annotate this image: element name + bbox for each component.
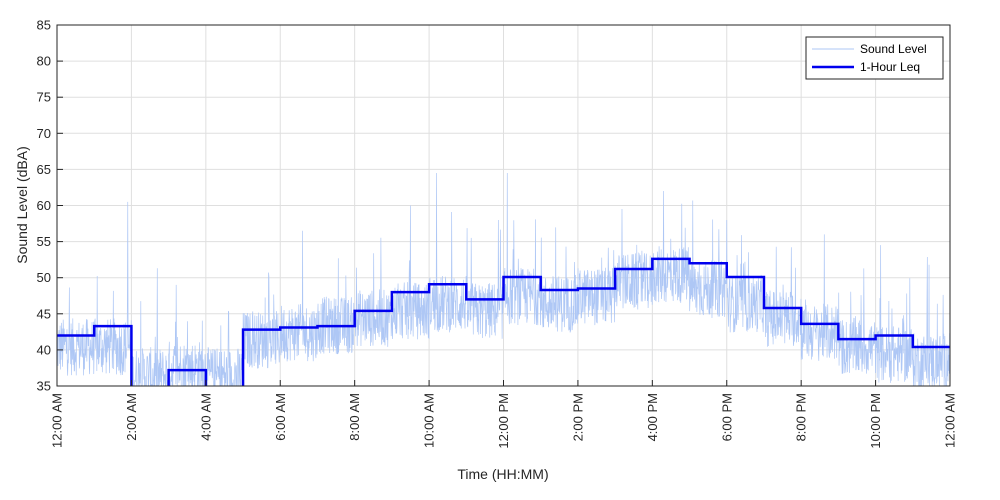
x-axis-title: Time (HH:MM) bbox=[457, 466, 548, 482]
y-tick-label: 70 bbox=[37, 126, 51, 141]
y-tick-label: 45 bbox=[37, 306, 51, 321]
x-tick-label: 12:00 PM bbox=[496, 393, 511, 449]
legend: Sound Level 1-Hour Leq bbox=[805, 36, 944, 80]
grid-lines bbox=[57, 25, 950, 386]
y-tick-label: 60 bbox=[37, 198, 51, 213]
x-axis-ticks: 12:00 AM 2:00 AM 4:00 AM 6:00 AM 8:00 AM 10:0… bbox=[50, 380, 958, 449]
x-tick-label: 12:00 AM bbox=[50, 393, 65, 448]
y-axis-title: Sound Level (dBA) bbox=[14, 146, 30, 264]
x-tick-label: 4:00 PM bbox=[645, 393, 660, 441]
y-tick-label: 65 bbox=[37, 162, 51, 177]
x-tick-label: 10:00 PM bbox=[868, 393, 883, 449]
y-tick-label: 75 bbox=[37, 90, 51, 105]
x-tick-label: 12:00 AM bbox=[943, 393, 958, 448]
x-tick-label: 8:00 PM bbox=[794, 393, 809, 441]
y-tick-label: 80 bbox=[37, 54, 51, 69]
y-tick-label: 85 bbox=[37, 18, 51, 33]
x-tick-label: 2:00 AM bbox=[124, 393, 139, 441]
y-tick-label: 50 bbox=[37, 270, 51, 285]
x-tick-label: 6:00 AM bbox=[273, 393, 288, 441]
leq-step-line bbox=[57, 257, 950, 386]
x-tick-label: 8:00 AM bbox=[347, 393, 362, 441]
legend-label-1-hour-leq: 1-Hour Leq bbox=[860, 60, 920, 74]
x-tick-label: 4:00 AM bbox=[198, 393, 213, 441]
x-tick-label: 6:00 PM bbox=[719, 393, 734, 441]
legend-label-sound-level: Sound Level bbox=[860, 42, 927, 56]
y-tick-label: 55 bbox=[37, 234, 51, 249]
y-tick-label: 35 bbox=[37, 379, 51, 394]
y-tick-label: 40 bbox=[37, 342, 51, 357]
y-axis-ticks: 35 40 45 50 55 60 65 70 75 80 85 bbox=[37, 18, 63, 394]
x-tick-label: 10:00 AM bbox=[422, 393, 437, 448]
series-layer bbox=[57, 173, 950, 386]
legend-box bbox=[805, 36, 944, 80]
x-tick-label: 2:00 PM bbox=[570, 393, 585, 441]
